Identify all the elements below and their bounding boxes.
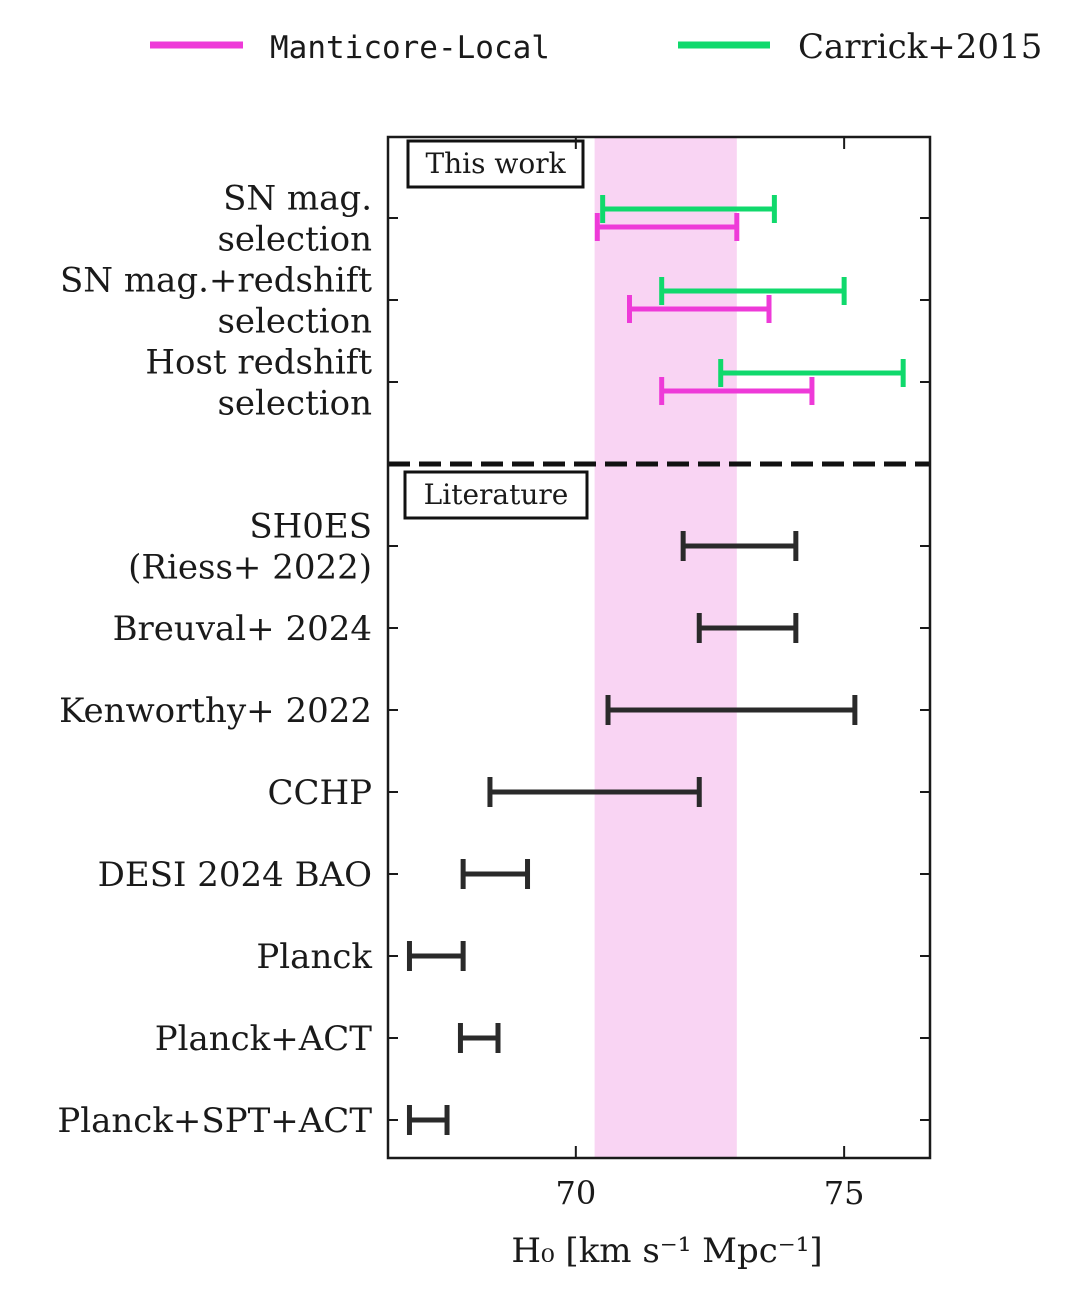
row-label: (Riess+ 2022)	[128, 548, 372, 588]
row-label: SN mag.	[223, 179, 372, 219]
row-label: Kenworthy+ 2022	[59, 691, 372, 731]
row-label: SN mag.+redshift	[60, 261, 372, 301]
errorbar-literature	[696, 613, 799, 643]
row-label: selection	[217, 220, 372, 260]
errorbar-literature	[487, 777, 702, 807]
row-label: Host redshift	[145, 343, 372, 383]
row-label: Planck+ACT	[155, 1019, 373, 1059]
errorbar-carrick-2015	[718, 359, 906, 387]
errorbar-carrick-2015	[659, 277, 847, 305]
errorbar-manticore-local	[659, 377, 815, 405]
errorbar-manticore-local	[626, 295, 772, 323]
row-label: SH0ES	[249, 507, 372, 547]
errorbar-literature	[406, 1105, 450, 1135]
section-tag: This work	[425, 147, 566, 180]
row-label: Planck	[256, 937, 372, 977]
errorbar-literature	[457, 1023, 501, 1053]
row-label: Breuval+ 2024	[113, 609, 372, 649]
errorbar-manticore-local	[594, 213, 740, 241]
legend-label: Carrick+2015	[798, 27, 1042, 67]
x-axis-label: H₀ [km s⁻¹ Mpc⁻¹]	[511, 1231, 822, 1271]
plot-frame	[386, 135, 932, 1160]
errorbar-literature	[605, 695, 858, 725]
errorbar-literature	[680, 531, 799, 561]
errorbar-carrick-2015	[600, 195, 777, 223]
row-label: DESI 2024 BAO	[98, 855, 372, 895]
section-tag: Literature	[424, 478, 569, 511]
section-tag-box	[406, 139, 585, 189]
row-label: selection	[217, 302, 372, 342]
legend-entry: Manticore-Local	[150, 30, 550, 66]
row-label: Planck+SPT+ACT	[57, 1101, 372, 1141]
x-tick-label: 70	[555, 1174, 596, 1212]
errorbar-literature	[460, 859, 531, 889]
row-label: selection	[217, 384, 372, 424]
x-tick-label: 75	[824, 1174, 865, 1212]
row-label: CCHP	[267, 773, 372, 813]
errorbar-literature	[406, 941, 466, 971]
legend-label: Manticore-Local	[270, 30, 550, 66]
legend-entry: Carrick+2015	[678, 27, 1042, 67]
section-tag-box	[403, 470, 589, 520]
